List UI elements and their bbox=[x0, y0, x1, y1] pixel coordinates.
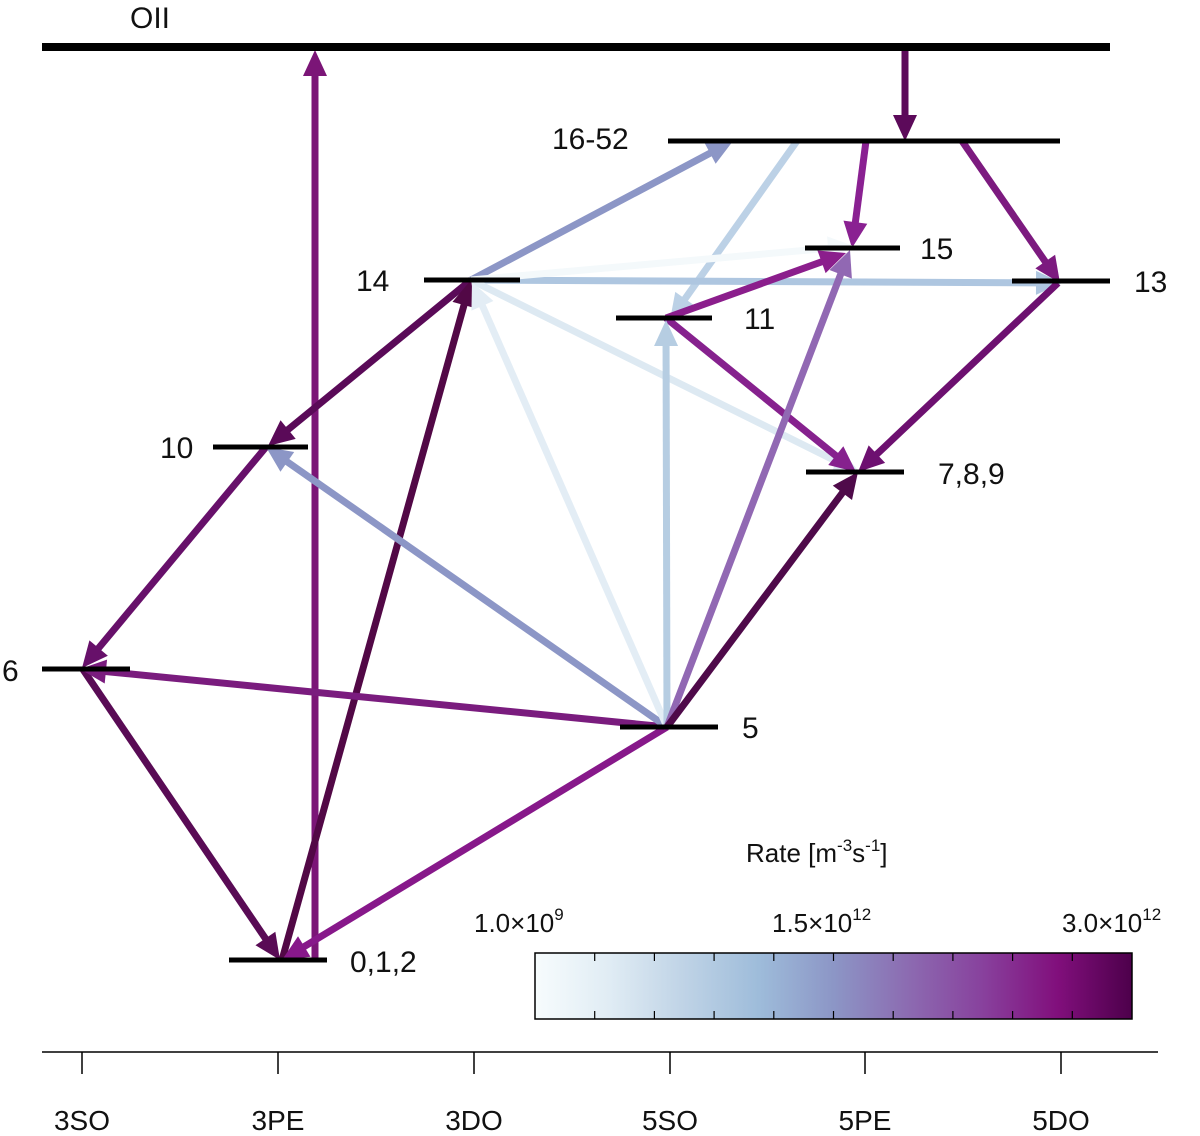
transition-arrow-L11-to-L15 bbox=[664, 257, 825, 322]
colorbar-tick-max: 3.0×1012 bbox=[1062, 905, 1161, 938]
arrow-head-L5-to-L14 bbox=[471, 282, 494, 311]
arrow-head-L5-to-L10 bbox=[266, 447, 295, 472]
transition-arrow-L14-to-L13 bbox=[470, 276, 1039, 287]
level-label-15: 15 bbox=[920, 233, 953, 266]
transition-arrow-L6-to-L012 bbox=[79, 666, 270, 943]
arrow-head-L11-to-L789 bbox=[828, 446, 856, 472]
arrow-head-L5-to-L11 bbox=[654, 320, 679, 347]
arrow-head-OII-to-L012 bbox=[303, 50, 327, 76]
level-label-0-1-2: 0,1,2 bbox=[350, 946, 417, 979]
transition-arrow-L5-to-L10 bbox=[283, 457, 670, 730]
level-label-11: 11 bbox=[744, 303, 775, 336]
level-label-16-52: 16-52 bbox=[552, 123, 629, 156]
level-label-6: 6 bbox=[2, 655, 19, 688]
level-label-OII: OII bbox=[130, 2, 170, 35]
transition-arrow-L14-to-L10 bbox=[284, 277, 474, 434]
arrow-head-L13-to-L789 bbox=[858, 445, 886, 472]
arrow-head-L16_52-to-L13 bbox=[1035, 254, 1060, 283]
transition-arrow-L5-to-L15 bbox=[663, 271, 845, 729]
transition-arrow-L14-to-L789 bbox=[469, 276, 841, 466]
transition-arrow-L14-to-L16_52 bbox=[469, 149, 714, 284]
arrow-head-L5-to-L012 bbox=[282, 936, 311, 960]
arrow-head-L6-to-L012 bbox=[255, 931, 280, 960]
arrow-head-L5-to-L789 bbox=[832, 472, 858, 501]
level-lines bbox=[42, 43, 1110, 963]
colorbar: Rate [m-3s-1] 1.0×109 1.5×1012 3.0×1012 bbox=[474, 836, 1161, 1020]
colorbar-gradient bbox=[534, 952, 1133, 1020]
transition-arrow-L5-to-L789 bbox=[664, 489, 847, 730]
x-tick-label-3SO: 3SO bbox=[54, 1105, 110, 1136]
transition-arrow-L5-to-L6 bbox=[103, 667, 668, 731]
colorbar-tick-min: 1.0×109 bbox=[474, 905, 564, 938]
transition-arrow-L14-to-L15 bbox=[470, 244, 831, 284]
transition-arrows bbox=[79, 50, 1062, 961]
arrow-head-OII-to-L16_52 bbox=[893, 115, 917, 141]
level-label-5: 5 bbox=[742, 712, 759, 745]
x-tick-label-3PE: 3PE bbox=[252, 1105, 305, 1136]
level-labels: OII 16-52 15 14 13 11 10 7,8,9 6 5 0,1,2 bbox=[2, 2, 1167, 979]
level-label-10: 10 bbox=[160, 432, 193, 465]
transition-arrow-L11-to-L789 bbox=[663, 315, 840, 460]
transition-arrow-L012-to-L14 bbox=[278, 302, 468, 961]
x-tick-label-5DO: 5DO bbox=[1032, 1105, 1090, 1136]
colorbar-ticks bbox=[594, 953, 1073, 1019]
level-label-7-8-9: 7,8,9 bbox=[938, 458, 1005, 491]
arrow-head-L14-to-L10 bbox=[268, 420, 296, 446]
transition-arrow-L16_52-to-L15 bbox=[851, 140, 870, 225]
level-label-14: 14 bbox=[356, 265, 389, 298]
x-axis: 3SO 3PE 3DO 5SO 5PE 5DO bbox=[42, 1051, 1158, 1136]
transition-arrow-L5-to-L14 bbox=[478, 302, 671, 729]
arrow-head-L14-to-L16_52 bbox=[704, 141, 733, 164]
colorbar-tick-mid: 1.5×1012 bbox=[772, 905, 871, 938]
arrow-head-L16_52-to-L15 bbox=[843, 220, 868, 248]
transition-arrow-L10-to-L6 bbox=[94, 444, 269, 652]
transition-arrow-L5-to-L012 bbox=[300, 724, 669, 951]
transition-arrow-L5-to-L11 bbox=[662, 343, 671, 728]
x-tick-label-3DO: 3DO bbox=[445, 1105, 503, 1136]
arrow-head-L012-to-L14 bbox=[452, 280, 476, 309]
x-tick-label-5PE: 5PE bbox=[839, 1105, 892, 1136]
arrow-head-L5-to-L15 bbox=[829, 250, 852, 279]
colorbar-title: Rate [m-3s-1] bbox=[746, 836, 888, 868]
x-tick-label-5SO: 5SO bbox=[642, 1105, 698, 1136]
transition-arrow-L16_52-to-L13 bbox=[959, 139, 1050, 266]
level-label-13: 13 bbox=[1134, 266, 1167, 299]
arrow-head-L5-to-L6 bbox=[80, 659, 108, 684]
transition-arrow-L13-to-L789 bbox=[873, 280, 1061, 459]
arrow-head-L11-to-L15 bbox=[817, 250, 846, 274]
arrow-head-L10-to-L6 bbox=[82, 640, 108, 668]
transition-arrow-L16_52-to-L11 bbox=[681, 138, 800, 303]
